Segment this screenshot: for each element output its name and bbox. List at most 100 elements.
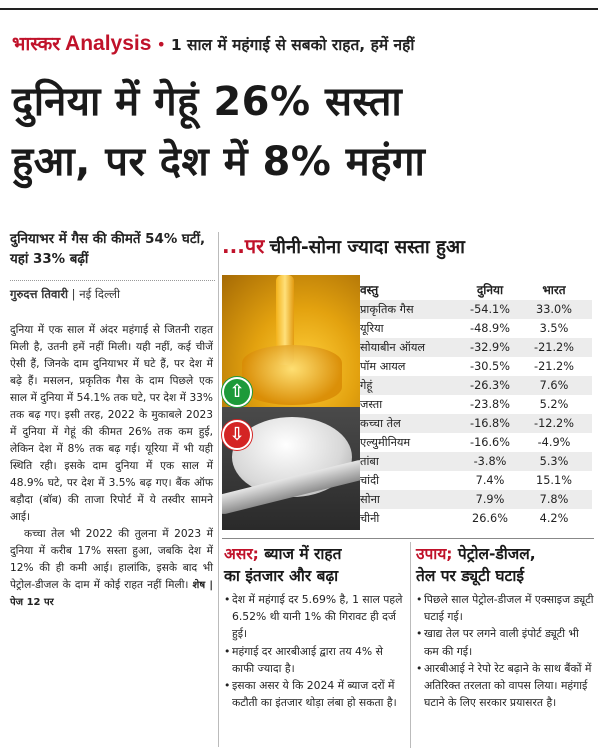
remedy-title-2: तेल पर ड्यूटी घटाई [416,567,524,585]
world-cell: 7.4% [475,474,505,487]
oil-stream [276,275,294,365]
table-row: सोयाबीन ऑयल -32.9% -21.2% [360,338,592,357]
remedy-bullets: पिछले साल पेट्रोल-डीजल में एक्साइज ड्यूट… [416,591,596,711]
commodity-cell: सोयाबीन ऑयल [360,341,426,354]
table-row: गेहूं -26.3% 7.6% [360,376,592,395]
commodity-cell: चीनी [360,512,380,525]
sub-headline: दुनियाभर में गैस की कीमतें 54% घटीं, यहा… [10,232,206,267]
remedy-heading: उपाय; पेट्रोल-डीजल, तेल पर ड्यूटी घटाई [416,543,596,587]
analysis-label: Analysis [65,32,152,55]
commodity-photo [222,275,360,530]
world-cell: 7.9% [475,493,505,506]
india-cell: -21.2% [534,341,574,354]
list-item: देश में महंगाई दर 5.69% है, 1 साल पहले 6… [224,591,406,643]
commodity-cell: यूरिया [360,322,384,335]
table-row: तांबा -3.8% 5.3% [360,452,592,471]
column-divider [218,232,219,747]
commodity-cell: चांदी [360,474,380,487]
header-commodity: वस्तु [360,283,379,297]
india-cell: 15.1% [536,474,572,487]
world-cell: 26.6% [472,512,508,525]
list-item: इसका असर ये कि 2024 में ब्याज दरों में क… [224,677,406,711]
commodity-cell: जस्ता [360,398,383,411]
table-row: जस्ता -23.8% 5.2% [360,395,592,414]
india-cell: 33.0% [536,303,572,316]
table-row: कच्चा तेल -16.8% -12.2% [360,414,592,433]
remedy-title-1: पेट्रोल-डीजल, [457,545,536,563]
effect-heading: असर; ब्याज में राहत का इंतजार और बढ़ा [224,543,406,587]
remedy-section: उपाय; पेट्रोल-डीजल, तेल पर ड्यूटी घटाई प… [416,543,596,711]
commodity-cell: सोना [360,493,380,506]
remedy-label: उपाय; [416,545,453,563]
world-cell: -16.6% [470,436,510,449]
world-cell: -23.8% [470,398,510,411]
commodity-cell: प्राकृतिक गैस [360,303,414,316]
down-arrow-icon: ⇩ [222,420,252,450]
box-title-prefix: ...पर [222,234,265,258]
india-cell: 7.6% [539,379,569,392]
left-column-header: दुनियाभर में गैस की कीमतें 54% घटीं, यहा… [10,230,215,302]
table-row: चीनी 26.6% 4.2% [360,509,592,528]
table-row: यूरिया -48.9% 3.5% [360,319,592,338]
headline-line-2: हुआ, पर देश में 8% महंगा [12,139,426,185]
kicker: भास्कर Analysis • 1 साल में महंगाई से सब… [12,30,414,56]
table-row: चांदी 7.4% 15.1% [360,471,592,490]
story-paragraph-2-text: कच्चा तेल भी 2022 की तुलना में 2023 में … [10,528,213,591]
list-item: खाद्य तेल पर लगने वाली इंपोर्ट ड्यूटी भी… [416,625,596,659]
brand-name: भास्कर [12,33,61,55]
india-cell: 5.2% [539,398,569,411]
table-row: सोना 7.9% 7.8% [360,490,592,509]
table-row: पॉम आयल -30.5% -21.2% [360,357,592,376]
kicker-tagline: 1 साल में महंगाई से सबको राहत, हमें नहीं [170,36,415,54]
effect-title-2: का इंतजार और बढ़ा [224,567,339,585]
column-divider-lower [410,542,411,748]
story-body: दुनिया में एक साल में अंदर महंगाई से जित… [10,322,213,611]
table-header-row: वस्तु दुनिया भारत [360,281,592,300]
list-item: महंगाई दर आरबीआई द्वारा तय 4% से काफी ज्… [224,643,406,677]
list-item: आरबीआई ने रेपो रेट बढ़ाने के साथ बैंकों … [416,660,596,712]
world-cell: -48.9% [470,322,510,335]
price-table: वस्तु दुनिया भारत प्राकृतिक गैस -54.1% 33.… [360,281,592,528]
oil-glass [242,345,342,405]
up-arrow-icon: ⇧ [222,377,252,407]
commodity-cell: तांबा [360,455,379,468]
commodity-cell: कच्चा तेल [360,417,401,430]
commodity-cell: गेहूं [360,379,373,392]
box-title: ...पर चीनी-सोना ज्यादा सस्ता हुआ [222,232,465,262]
header-india: भारत [542,283,566,297]
india-cell: -21.2% [534,360,574,373]
commodity-cell: एल्युमीनियम [360,436,411,449]
india-cell: 5.3% [539,455,569,468]
india-cell: 4.2% [539,512,569,525]
india-cell: -12.2% [534,417,574,430]
byline: गुरुदत्त तिवारी | नई दिल्ली [10,280,215,302]
author-name: गुरुदत्त तिवारी [10,287,68,301]
box-title-text: चीनी-सोना ज्यादा सस्ता हुआ [269,237,465,258]
dateline: नई दिल्ली [79,287,120,301]
byline-separator: | [71,287,80,301]
world-cell: -54.1% [470,303,510,316]
section-divider [222,538,594,539]
world-cell: -3.8% [473,455,507,468]
world-cell: -32.9% [470,341,510,354]
headline-line-1: दुनिया में गेहूं 26% सस्ता [12,79,403,125]
table-row: प्राकृतिक गैस -54.1% 33.0% [360,300,592,319]
india-cell: 7.8% [539,493,569,506]
india-cell: 3.5% [539,322,569,335]
header-world: दुनिया [476,283,504,297]
effect-title-1: ब्याज में राहत [264,545,342,563]
list-item: पिछले साल पेट्रोल-डीजल में एक्साइज ड्यूट… [416,591,596,625]
effect-label: असर; [224,545,259,563]
continued-note: शेष | पेज 12 पर [10,580,213,608]
story-paragraph-2: कच्चा तेल भी 2022 की तुलना में 2023 में … [10,526,213,611]
headline: दुनिया में गेहूं 26% सस्ता हुआ, पर देश म… [12,72,592,192]
world-cell: -30.5% [470,360,510,373]
india-cell: -4.9% [537,436,571,449]
effect-section: असर; ब्याज में राहत का इंतजार और बढ़ा दे… [224,543,406,711]
commodity-cell: पॉम आयल [360,360,406,373]
world-cell: -26.3% [470,379,510,392]
table-row: एल्युमीनियम -16.6% -4.9% [360,433,592,452]
effect-bullets: देश में महंगाई दर 5.69% है, 1 साल पहले 6… [224,591,406,711]
top-rule [0,8,598,10]
world-cell: -16.8% [470,417,510,430]
